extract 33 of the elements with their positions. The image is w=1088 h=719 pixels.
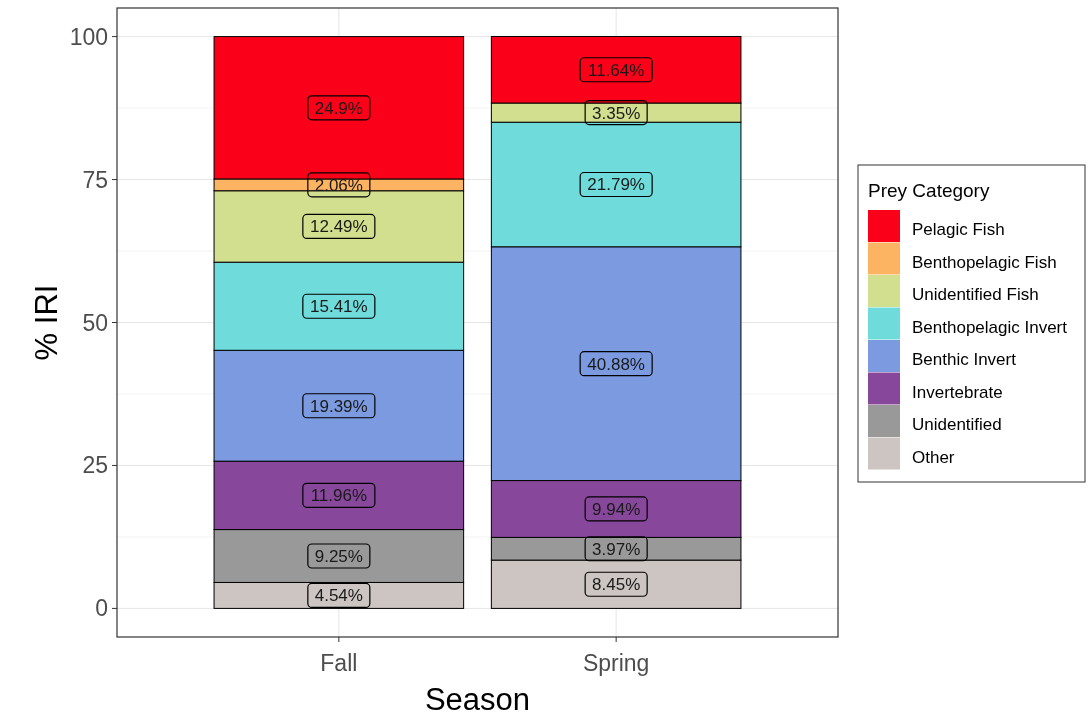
data-label: 3.97% bbox=[592, 539, 641, 559]
legend-label: Benthopelagic Fish bbox=[912, 252, 1057, 272]
legend-label: Invertebrate bbox=[912, 382, 1003, 402]
legend-title: Prey Category bbox=[868, 180, 990, 201]
y-tick-label: 100 bbox=[69, 23, 108, 50]
data-label: 9.94% bbox=[592, 499, 641, 519]
data-label: 21.79% bbox=[587, 175, 645, 195]
y-tick-label: 75 bbox=[82, 166, 108, 193]
legend-label: Other bbox=[912, 447, 955, 467]
legend-label: Pelagic Fish bbox=[912, 220, 1005, 239]
x-axis-title: Season bbox=[424, 682, 531, 717]
y-axis-title: % IRI bbox=[29, 284, 64, 361]
legend-label: Unidentified bbox=[912, 415, 1002, 434]
data-label: 40.88% bbox=[587, 354, 645, 374]
data-label: 19.39% bbox=[310, 396, 368, 416]
data-label: 11.64% bbox=[587, 60, 645, 80]
data-label: 8.45% bbox=[592, 575, 641, 595]
data-label: 2.06% bbox=[314, 175, 363, 195]
data-label: 9.25% bbox=[314, 547, 363, 566]
y-tick-label: 25 bbox=[82, 452, 108, 479]
data-label: 24.9% bbox=[314, 98, 363, 118]
legend-label: Benthic Invert bbox=[912, 350, 1017, 369]
legend-label: Unidentified Fish bbox=[912, 285, 1039, 304]
y-tick-label: 50 bbox=[82, 309, 108, 336]
data-label: 4.54% bbox=[314, 586, 363, 606]
x-tick-label: Spring bbox=[582, 650, 650, 676]
x-tick-label: Fall bbox=[320, 650, 358, 676]
data-label: 11.96% bbox=[310, 486, 368, 506]
data-label: 3.35% bbox=[592, 103, 641, 123]
data-label: 15.41% bbox=[310, 297, 368, 317]
legend-label: Benthopelagic Invert bbox=[912, 317, 1068, 337]
y-tick-label: 0 bbox=[95, 595, 108, 622]
data-label: 12.49% bbox=[310, 217, 368, 237]
